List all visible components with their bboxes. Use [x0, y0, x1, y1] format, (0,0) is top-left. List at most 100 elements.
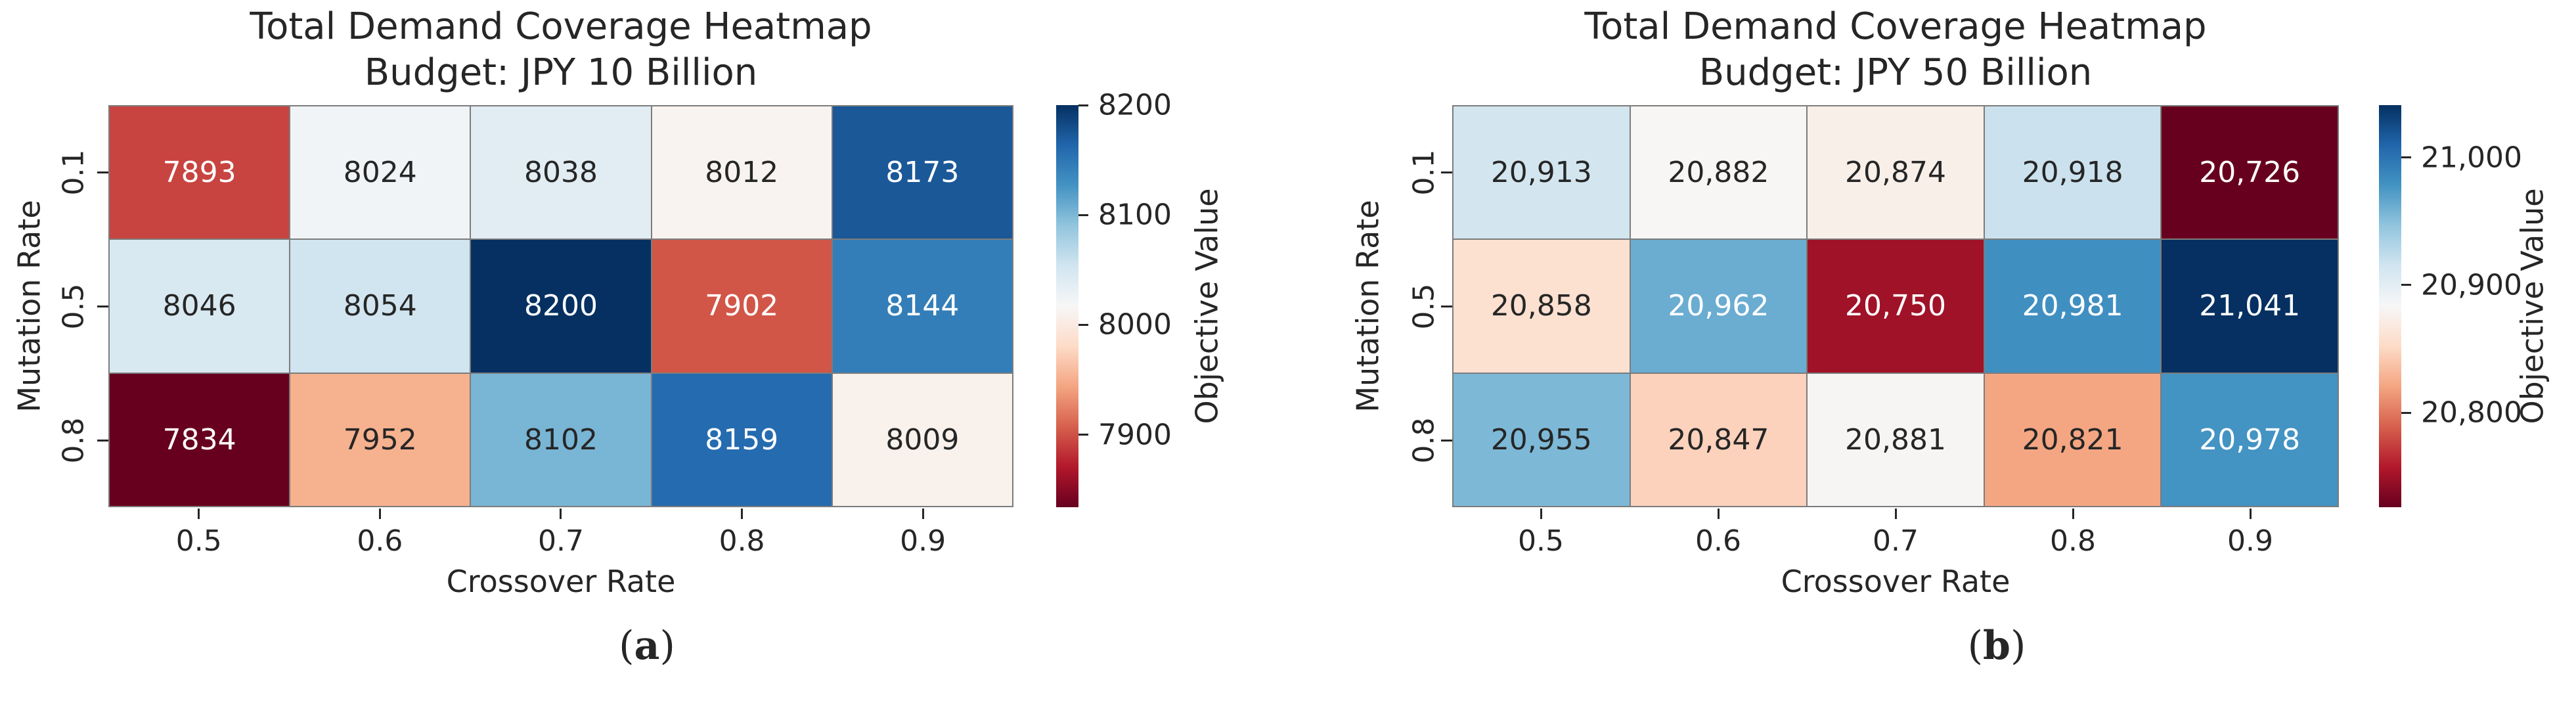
colorbar-tick-marks — [2401, 105, 2411, 507]
y-tick-label: 0.8 — [1407, 417, 1441, 463]
heatmap-cell: 20,847 — [1630, 373, 1807, 506]
heatmap-cell: 20,750 — [1808, 240, 1984, 373]
heatmap-cell: 20,821 — [1984, 373, 2161, 506]
y-tick-label: 0.1 — [56, 149, 91, 195]
x-tick-label: 0.5 — [1518, 524, 1564, 558]
colorbar-tick-mark — [1078, 323, 1088, 326]
x-tick-labels: 0.5 0.6 0.7 0.8 0.9 — [1452, 524, 2339, 558]
chart-title: Total Demand Coverage Heatmap Budget: JP… — [1436, 4, 2355, 96]
colorbar-tick-labels: 21,000 20,900 20,800 — [2421, 105, 2572, 507]
x-tick-label: 0.5 — [175, 524, 222, 558]
chart-title-line2: Budget: JPY 50 Billion — [1699, 51, 2093, 94]
y-tick-mark — [97, 439, 108, 442]
heatmap-cell: 20,874 — [1808, 106, 1984, 239]
colorbar-gradient — [2379, 105, 2401, 507]
heatmap-cell: 7952 — [290, 373, 470, 506]
heatmap-cell: 8102 — [471, 373, 651, 506]
y-tick-mark — [1441, 171, 1452, 173]
heatmap-cell: 20,726 — [2162, 106, 2338, 239]
heatmap-cell: 8038 — [471, 106, 651, 239]
heatmap-cell: 20,981 — [1984, 240, 2161, 373]
heatmap-cell: 8054 — [290, 240, 470, 373]
colorbar-tick-label: 20,800 — [2421, 396, 2522, 430]
x-tick-label: 0.8 — [2050, 524, 2096, 558]
x-tick-label: 0.9 — [900, 524, 946, 558]
x-tick-mark — [2249, 509, 2252, 519]
x-tick-mark — [1717, 509, 1720, 519]
colorbar-tick-mark — [2401, 156, 2411, 159]
heatmap-cell: 20,962 — [1630, 240, 1807, 373]
colorbar-tick-mark — [1078, 214, 1088, 216]
heatmap-cell: 20,978 — [2162, 373, 2338, 506]
x-tick-marks — [1452, 509, 2339, 519]
heatmap-cell: 8046 — [110, 240, 290, 373]
x-tick-mark — [198, 509, 200, 519]
x-tick-marks — [108, 509, 1013, 519]
heatmap-cell: 20,955 — [1454, 373, 1630, 506]
heatmap-cell: 20,881 — [1808, 373, 1984, 506]
colorbar-label: Objective Value — [1189, 188, 1225, 424]
colorbar-tick-label: 8000 — [1098, 307, 1172, 342]
heatmap-cell: 8173 — [832, 106, 1012, 239]
colorbar-tick-mark — [1078, 434, 1088, 436]
colorbar-tick-label: 7900 — [1098, 418, 1172, 452]
y-tick-marks — [1441, 105, 1452, 507]
x-tick-label: 0.6 — [357, 524, 403, 558]
heatmap-grid: 20,913 20,882 20,874 20,918 20,726 20,858 20,9… — [1452, 105, 2339, 507]
colorbar-tick-mark — [1078, 104, 1088, 106]
colorbar-label: Objective Value — [2515, 188, 2550, 424]
colorbar-tick-label: 20,900 — [2421, 268, 2522, 302]
heatmap-cell: 7902 — [652, 240, 832, 373]
colorbar-tick-mark — [2401, 411, 2411, 414]
colorbar-gradient — [1056, 105, 1078, 507]
heatmap-cell: 20,882 — [1630, 106, 1807, 239]
heatmap-grid: 7893 8024 8038 8012 8173 8046 8054 8200 7902 8144… — [108, 105, 1013, 507]
x-tick-mark — [2072, 509, 2074, 519]
y-tick-label: 0.1 — [1407, 149, 1441, 195]
y-tick-mark — [1441, 305, 1452, 307]
colorbar-tick-label: 21,000 — [2421, 141, 2522, 175]
heatmap-cell: 8024 — [290, 106, 470, 239]
y-tick-mark — [97, 171, 108, 173]
colorbar-tick-labels: 8200 8100 8000 7900 — [1098, 89, 1243, 507]
y-axis-label: Mutation Rate — [12, 200, 47, 413]
heatmap-cell: 20,913 — [1454, 106, 1630, 239]
chart-title: Total Demand Coverage Heatmap Budget: JP… — [101, 4, 1021, 96]
x-tick-mark — [1540, 509, 1542, 519]
y-axis-label: Mutation Rate — [1350, 200, 1386, 413]
colorbar-tick-mark — [2401, 284, 2411, 286]
heatmap-cell: 21,041 — [2162, 240, 2338, 373]
y-tick-label: 0.5 — [1407, 283, 1441, 329]
heatmap-cell: 8009 — [832, 373, 1012, 506]
y-tick-labels: 0.1 0.5 0.8 — [54, 105, 93, 507]
chart-title-line1: Total Demand Coverage Heatmap — [250, 5, 872, 48]
y-tick-label: 0.5 — [56, 283, 91, 329]
x-tick-mark — [560, 509, 562, 519]
heatmap-cell: 8200 — [471, 240, 651, 373]
heatmap-cell: 8144 — [832, 240, 1012, 373]
heatmap-cell: 20,858 — [1454, 240, 1630, 373]
x-axis-label: Crossover Rate — [446, 564, 676, 599]
panel-letter-a: (a) — [619, 623, 675, 669]
heatmap-cell: 20,918 — [1984, 106, 2161, 239]
x-tick-label: 0.7 — [1873, 524, 1919, 558]
y-tick-marks — [97, 105, 108, 507]
y-tick-mark — [97, 305, 108, 307]
x-tick-label: 0.6 — [1695, 524, 1741, 558]
x-tick-label: 0.7 — [537, 524, 584, 558]
heatmap-cell: 7893 — [110, 106, 290, 239]
panel-letter-b: (b) — [1967, 623, 2026, 669]
colorbar-tick-label: 8100 — [1098, 198, 1172, 232]
colorbar-tick-marks — [1078, 104, 1088, 507]
colorbar-tick-label: 8200 — [1098, 88, 1172, 122]
heatmap-cell: 8012 — [652, 106, 832, 239]
x-tick-label: 0.8 — [719, 524, 765, 558]
x-tick-mark — [922, 509, 924, 519]
chart-title-line1: Total Demand Coverage Heatmap — [1584, 5, 2207, 48]
x-tick-labels: 0.5 0.6 0.7 0.8 0.9 — [108, 524, 1013, 558]
heatmap-cell: 7834 — [110, 373, 290, 506]
chart-title-line2: Budget: JPY 10 Billion — [364, 51, 758, 94]
y-tick-labels: 0.1 0.5 0.8 — [1404, 105, 1444, 507]
heatmap-cell: 8159 — [652, 373, 832, 506]
